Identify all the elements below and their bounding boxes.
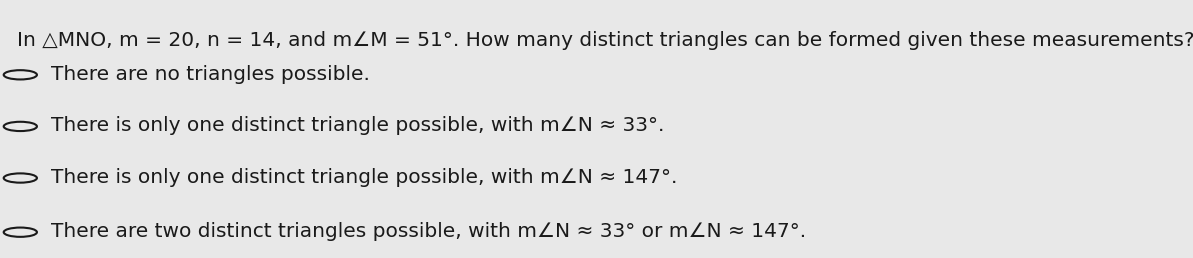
Text: There are no triangles possible.: There are no triangles possible. [51, 64, 370, 84]
Text: There are two distinct triangles possible, with m∠N ≈ 33° or m∠N ≈ 147°.: There are two distinct triangles possibl… [51, 222, 806, 241]
Text: In △MNO, m = 20, n = 14, and m∠M = 51°. How many distinct triangles can be forme: In △MNO, m = 20, n = 14, and m∠M = 51°. … [17, 31, 1193, 50]
Text: There is only one distinct triangle possible, with m∠N ≈ 33°.: There is only one distinct triangle poss… [51, 116, 665, 135]
Text: There is only one distinct triangle possible, with m∠N ≈ 147°.: There is only one distinct triangle poss… [51, 168, 678, 187]
